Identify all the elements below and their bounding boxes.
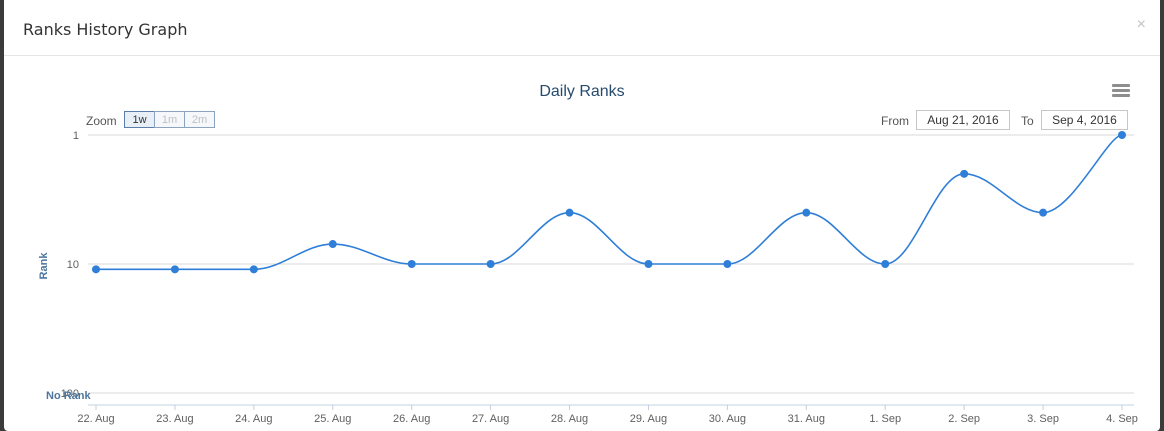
data-point-10 xyxy=(881,260,890,268)
x-tick-label-6: 28. Aug xyxy=(551,413,588,425)
x-tick-label-2: 24. Aug xyxy=(235,413,272,425)
data-point-11 xyxy=(960,169,969,178)
x-tick-label-8: 30. Aug xyxy=(709,413,746,425)
hamburger-menu-icon[interactable] xyxy=(1112,84,1130,100)
x-tick-label-12: 3. Sep xyxy=(1027,413,1059,425)
data-point-7 xyxy=(644,260,653,268)
data-point-4 xyxy=(407,260,416,268)
close-icon[interactable]: × xyxy=(1136,16,1146,33)
x-tick-label-10: 1. Sep xyxy=(869,413,901,425)
y-tick-label-10: 10 xyxy=(67,259,79,271)
chart-title: Daily Ranks xyxy=(539,83,624,100)
x-tick-label-0: 22. Aug xyxy=(77,413,114,425)
to-label: To xyxy=(1021,114,1034,128)
x-tick-label-5: 27. Aug xyxy=(472,413,509,425)
x-tick-label-1: 23. Aug xyxy=(156,413,193,425)
zoom-2m-button[interactable]: 2m xyxy=(184,111,215,128)
no-rank-label: No Rank xyxy=(46,390,92,402)
data-point-8 xyxy=(723,260,732,268)
from-date-input[interactable]: Aug 21, 2016 xyxy=(916,110,1010,130)
x-tick-label-7: 29. Aug xyxy=(630,413,667,425)
data-point-5 xyxy=(486,260,495,268)
y-tick-label-100: 100 xyxy=(61,388,79,400)
x-tick-label-13: 4. Sep xyxy=(1106,413,1138,425)
modal-title: Ranks History Graph xyxy=(23,20,188,39)
to-date-input[interactable]: Sep 4, 2016 xyxy=(1041,110,1128,130)
data-point-3 xyxy=(328,240,337,249)
data-point-13 xyxy=(1118,131,1126,139)
modal-header: Ranks History Graph × xyxy=(4,0,1160,56)
ranks-history-modal: Ranks History Graph × Zoom 1w 1m 2m From… xyxy=(4,0,1160,431)
x-tick-label-4: 26. Aug xyxy=(393,413,430,425)
x-tick-label-11: 2. Sep xyxy=(948,413,980,425)
data-point-1 xyxy=(170,265,179,274)
from-label: From xyxy=(881,114,909,128)
zoom-1m-button[interactable]: 1m xyxy=(154,111,185,128)
x-tick-label-9: 31. Aug xyxy=(788,413,825,425)
series-line-0 xyxy=(95,134,1123,271)
data-point-6 xyxy=(565,208,574,217)
data-point-0 xyxy=(92,265,100,274)
zoom-1w-button[interactable]: 1w xyxy=(124,111,155,128)
data-point-12 xyxy=(1039,208,1048,217)
zoom-label: Zoom xyxy=(86,114,117,128)
x-tick-label-3: 25. Aug xyxy=(314,413,351,425)
data-point-9 xyxy=(802,208,811,217)
y-axis-title: Rank xyxy=(38,252,50,280)
y-tick-label-1: 1 xyxy=(73,130,79,142)
data-point-2 xyxy=(249,265,258,274)
